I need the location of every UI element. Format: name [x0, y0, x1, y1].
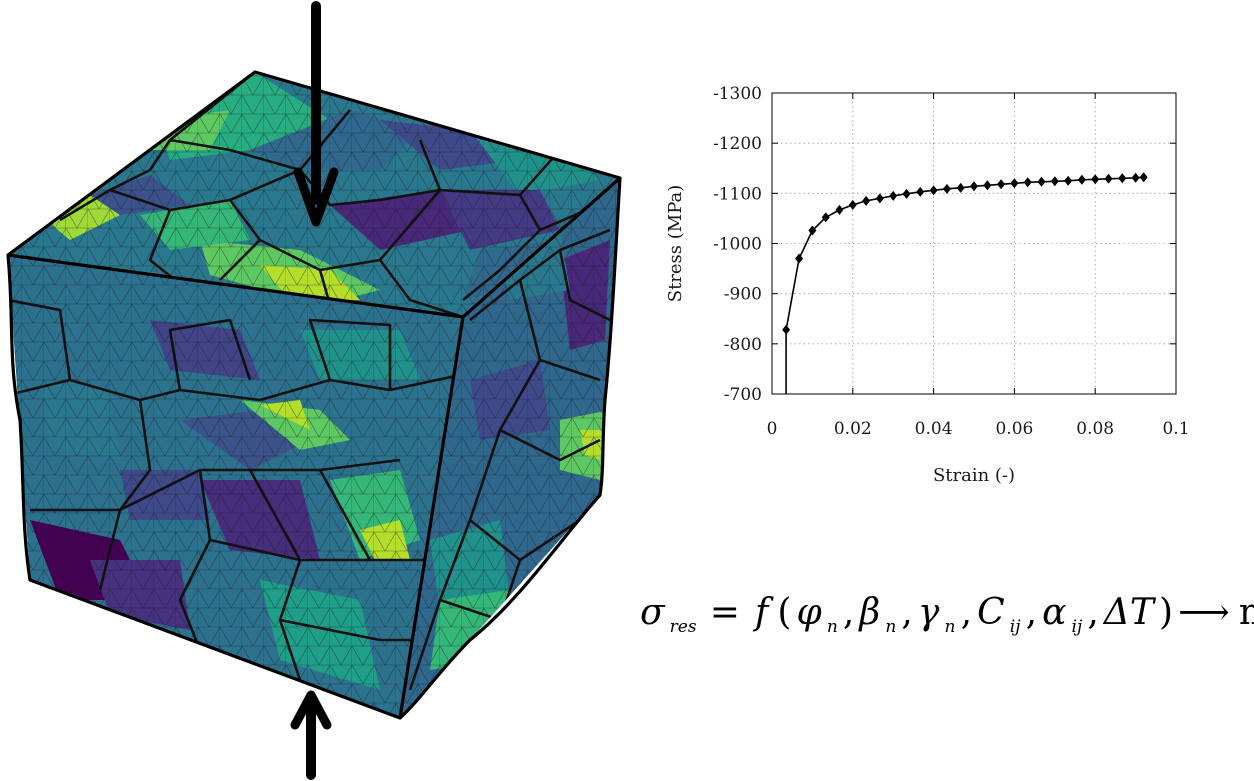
- data-point-marker: [1037, 176, 1046, 187]
- stress-strain-chart: 0 0.02 0.04 0.06 0.08 0.1 -700 -800 -900 -1000 -11…: [665, 84, 1190, 486]
- chart-ticks: 0 0.02 0.04 0.06 0.08 0.1 -700 -800 -900 -1000 -11…: [713, 84, 1190, 439]
- x-tick-label: 0: [767, 419, 778, 439]
- eq-arg-symbol: β: [857, 592, 880, 633]
- y-tick-label: -1300: [713, 84, 762, 104]
- data-point-marker: [1091, 174, 1100, 185]
- eq-arg-symbol: α: [1042, 592, 1066, 633]
- eq-comma: ,: [1087, 592, 1098, 633]
- data-point-marker: [862, 195, 871, 206]
- data-point-marker: [782, 324, 791, 335]
- data-point-marker: [902, 188, 911, 199]
- cube-front-face: [8, 255, 463, 718]
- data-point-marker: [1131, 172, 1140, 183]
- y-tick-label: -700: [724, 385, 762, 405]
- data-point-marker: [1023, 177, 1032, 188]
- eq-comma: ,: [1026, 592, 1037, 633]
- y-tick-label: -1200: [713, 134, 762, 154]
- cube-right-face: [400, 178, 620, 718]
- y-tick-label: -900: [724, 285, 762, 305]
- eq-equals: =: [710, 592, 740, 633]
- data-point-marker: [970, 181, 978, 192]
- data-point-marker: [835, 204, 844, 215]
- data-point-marker: [1064, 175, 1073, 186]
- load-arrow-bottom: [290, 690, 332, 780]
- eq-arg-subscript: ij: [1010, 617, 1021, 637]
- eq-lhs-symbol: σ: [640, 592, 666, 633]
- data-point-marker: [1139, 172, 1148, 183]
- data-point-marker: [889, 190, 898, 201]
- data-point-marker: [808, 225, 817, 236]
- cube-outline: [6, 70, 622, 720]
- y-tick-label: -1100: [713, 184, 762, 204]
- eq-arg-symbol: ΔT: [1102, 592, 1157, 633]
- plot-frame: [771, 92, 1177, 395]
- eq-lhs-subscript: res: [670, 617, 697, 637]
- data-point-marker: [929, 185, 938, 196]
- eq-arg-symbol: φ: [797, 592, 823, 633]
- chart-grid: [772, 93, 1176, 394]
- x-tick-label: 0.08: [1076, 419, 1114, 439]
- data-point-marker: [821, 212, 830, 223]
- eq-close-paren: ): [1159, 592, 1173, 633]
- chart-markers: [782, 172, 1148, 335]
- eq-func: f: [752, 592, 774, 633]
- data-point-marker: [875, 193, 884, 204]
- x-axis-label: Strain (-): [933, 465, 1015, 486]
- eq-arg-subscript: n: [885, 617, 896, 637]
- load-arrow-top: [293, 1, 339, 227]
- data-point-marker: [848, 199, 857, 210]
- y-axis-label: Stress (MPa): [665, 185, 686, 303]
- eq-arg-symbol: C: [977, 592, 1005, 633]
- data-point-marker: [916, 186, 925, 197]
- data-point-marker: [1050, 176, 1059, 187]
- data-point-marker: [997, 179, 1006, 190]
- eq-arg-symbol: γ: [918, 592, 940, 633]
- data-point-marker: [1077, 174, 1086, 185]
- data-point-marker: [795, 253, 804, 264]
- eq-comma: ,: [843, 592, 854, 633]
- eq-arrow: ⟶: [1178, 592, 1230, 633]
- x-tick-label: 0.06: [995, 419, 1033, 439]
- eq-arg-subscript: ij: [1072, 617, 1083, 637]
- residual-stress-equation: σ res = f ( φ n , β n , γ n , C ij , α i…: [640, 592, 1254, 637]
- x-tick-label: 0.1: [1162, 419, 1189, 439]
- data-point-marker: [1104, 173, 1113, 184]
- y-tick-label: -800: [724, 335, 762, 355]
- data-point-marker: [1010, 178, 1019, 189]
- y-tick-label: -1000: [713, 235, 762, 255]
- eq-open-paren: (: [777, 592, 791, 633]
- data-point-marker: [942, 183, 951, 194]
- eq-target: min: [1239, 592, 1254, 633]
- x-tick-label: 0.02: [834, 419, 872, 439]
- eq-arg-subscript: n: [945, 617, 956, 637]
- data-point-marker: [1118, 173, 1127, 184]
- x-tick-label: 0.04: [915, 419, 953, 439]
- eq-arg-subscript: n: [827, 617, 838, 637]
- eq-comma: ,: [901, 592, 912, 633]
- data-point-marker: [956, 182, 965, 193]
- data-point-marker: [983, 180, 992, 191]
- eq-comma: ,: [961, 592, 972, 633]
